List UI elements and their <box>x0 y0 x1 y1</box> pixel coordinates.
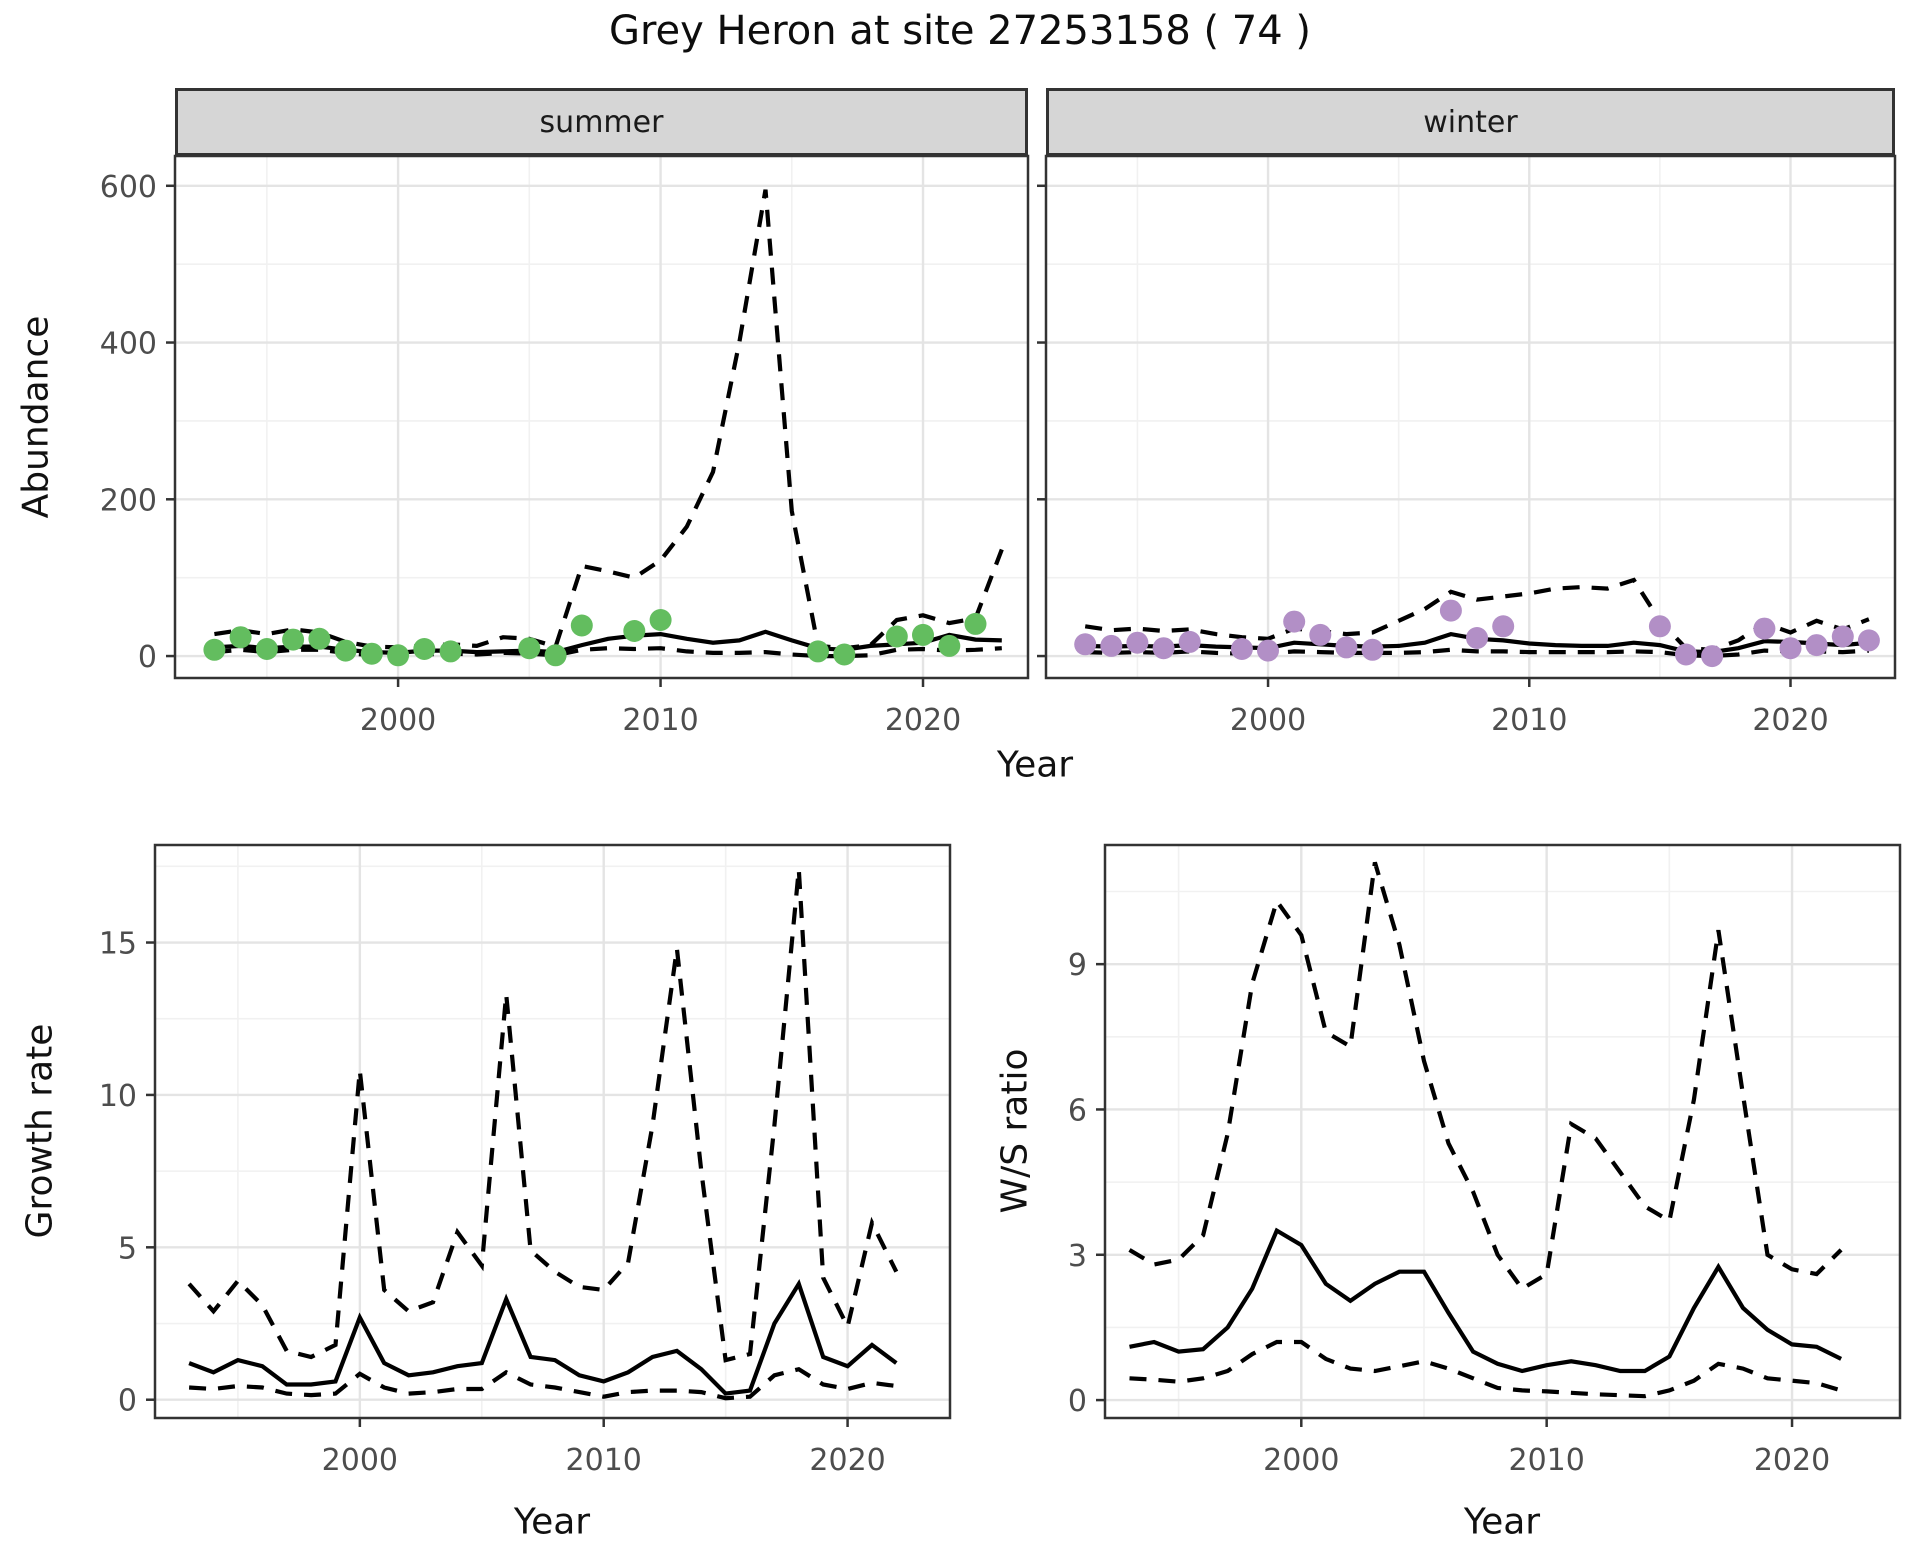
observed-summer-point <box>649 609 672 631</box>
x-axis-tick-label: 2010 <box>1508 1443 1584 1478</box>
ws-ratio-lower-ci-line <box>1129 1339 1842 1399</box>
observed-summer-point <box>885 625 908 648</box>
x-axis-tick-label: 2000 <box>1230 703 1306 738</box>
observed-winter-point <box>1648 615 1671 638</box>
observed-winter-point <box>1779 637 1802 660</box>
observed-summer-point <box>360 642 383 665</box>
panel-background <box>1105 845 1900 1418</box>
observed-winter-point <box>1361 638 1384 661</box>
y-axis-tick-label: 5 <box>118 1231 137 1266</box>
observed-winter-point <box>1753 617 1776 640</box>
abundance-winter-upper-ci-line <box>1084 577 1870 652</box>
growth-rate-lower-ci-line <box>188 1366 897 1401</box>
observed-summer-point <box>833 643 856 666</box>
y-axis-tick-label: 400 <box>100 327 157 362</box>
observed-winter-point <box>1701 645 1724 668</box>
y-axis-tick-label: 0 <box>118 1384 137 1419</box>
observed-winter-point <box>1831 625 1854 648</box>
panel-background <box>155 845 950 1418</box>
growth-rate-panel <box>155 845 950 1418</box>
observed-summer-point <box>334 639 357 662</box>
x-axis-tick-label: 2000 <box>360 703 436 738</box>
observed-summer-point <box>413 638 436 660</box>
x-axis-tick-label: 2010 <box>1491 703 1567 738</box>
ws-ratio-upper-ci-line <box>1128 861 1843 1292</box>
y-axis-tick-label: 15 <box>99 927 137 962</box>
x-axis-tick-label: 2000 <box>322 1443 398 1478</box>
observed-summer-point <box>807 640 829 663</box>
abundance-winter-panel <box>1046 156 1895 678</box>
observed-summer-point <box>282 628 305 651</box>
observed-summer-point <box>570 614 593 637</box>
growth-rate-upper-ci-line <box>187 869 899 1363</box>
facet-strip-winter-label: winter <box>1423 104 1518 140</box>
observed-winter-point <box>1178 630 1201 653</box>
observed-winter-point <box>1439 599 1462 622</box>
y-axis-tick-label: 0 <box>138 640 157 675</box>
panel-border <box>153 843 952 1420</box>
abundance-winter-lower-ci-line <box>1085 647 1870 659</box>
observed-summer-point <box>229 626 252 649</box>
x-axis-tick-label: 2010 <box>622 703 698 738</box>
observed-summer-point <box>439 640 462 663</box>
y-axis-tick-label: 10 <box>99 1079 137 1114</box>
observed-summer-point <box>203 638 226 661</box>
y-axis-tick-label: 0 <box>1068 1384 1087 1419</box>
observed-summer-point <box>544 644 567 667</box>
panel-background <box>1046 156 1895 678</box>
observed-winter-point <box>1126 631 1149 654</box>
abundance-summer-panel <box>175 156 1028 678</box>
observed-winter-point <box>1492 615 1515 638</box>
observed-winter-point <box>1152 637 1175 660</box>
observed-summer-point <box>387 644 410 667</box>
panel-border <box>1103 843 1902 1420</box>
observed-summer-point <box>518 637 541 660</box>
observed-winter-point <box>1230 638 1253 660</box>
panel-border <box>1044 154 1897 680</box>
x-axis-tick-label: 2020 <box>885 703 961 738</box>
observed-winter-point <box>1283 610 1306 633</box>
observed-winter-point <box>1074 633 1097 656</box>
ws-ratio-mean-line <box>1129 1227 1843 1374</box>
observed-winter-point <box>1466 627 1488 649</box>
facet-strip-summer: summer <box>175 88 1028 156</box>
facet-strip-summer-label: summer <box>539 104 664 140</box>
observed-summer-point <box>964 612 987 635</box>
observed-winter-point <box>1257 639 1279 662</box>
y-axis-tick-label: 3 <box>1068 1239 1087 1274</box>
x-axis-title-year-growth: Year <box>513 1501 591 1543</box>
y-axis-tick-label: 200 <box>100 483 157 518</box>
observed-summer-point <box>255 638 278 660</box>
facet-strip-winter: winter <box>1046 88 1895 156</box>
x-axis-tick-label: 2020 <box>1752 703 1828 738</box>
y-axis-tick-label: 9 <box>1068 948 1087 983</box>
observed-winter-point <box>1857 629 1880 652</box>
x-axis-title-year-ws: Year <box>1463 1501 1541 1543</box>
x-axis-tick-label: 2010 <box>566 1443 642 1478</box>
y-axis-tick-label: 600 <box>100 170 157 205</box>
y-axis-tick-label: 6 <box>1068 1093 1087 1128</box>
observed-summer-point <box>623 620 646 642</box>
observed-summer-point <box>938 634 961 657</box>
observed-winter-point <box>1100 634 1123 657</box>
panel-border <box>173 154 1030 680</box>
x-axis-tick-label: 2020 <box>809 1443 885 1478</box>
observed-winter-point <box>1335 636 1358 659</box>
observed-winter-point <box>1309 623 1332 646</box>
figure-title: Grey Heron at site 27253158 ( 74 ) <box>608 8 1312 54</box>
x-axis-tick-label: 2000 <box>1263 1443 1339 1478</box>
panel-background <box>175 156 1028 678</box>
ws-ratio-panel <box>1105 845 1900 1418</box>
observed-winter-point <box>1675 643 1697 666</box>
observed-summer-point <box>308 627 331 650</box>
x-axis-title-year-top: Year <box>996 744 1074 786</box>
observed-summer-point <box>912 623 934 646</box>
observed-winter-point <box>1805 634 1828 657</box>
x-axis-tick-label: 2020 <box>1754 1443 1830 1478</box>
growth-rate-mean-line <box>188 1278 898 1396</box>
